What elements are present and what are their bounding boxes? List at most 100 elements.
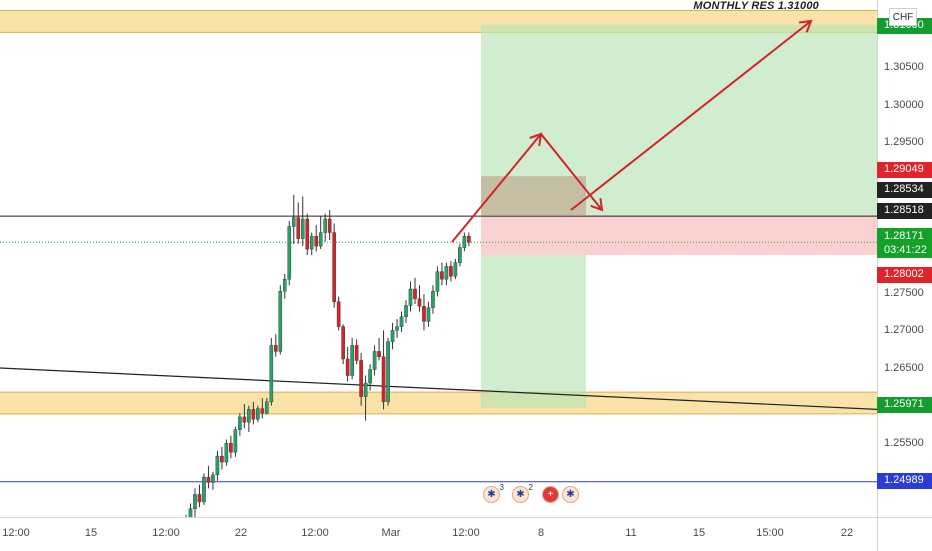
candle-body <box>296 217 301 239</box>
candle-body <box>390 330 395 342</box>
candle-body <box>350 345 354 376</box>
time-tick-label: 12:00 <box>2 527 30 539</box>
arrow-head-down <box>590 197 604 212</box>
price-tick-label: 1.27500 <box>884 286 924 299</box>
chart-canvas[interactable] <box>0 0 877 517</box>
candle-body <box>467 236 471 243</box>
candle-body <box>363 382 368 397</box>
axis-corner <box>877 517 932 551</box>
candle-body <box>251 409 256 420</box>
currency-label[interactable]: CHF <box>889 8 917 26</box>
candle-body <box>202 476 206 503</box>
price-badge[interactable]: 1.28518 <box>877 203 932 219</box>
candle-body <box>408 288 413 306</box>
trend-line <box>0 367 877 410</box>
price-badge-value: 1.28534 <box>884 183 924 195</box>
candle-body <box>327 218 332 233</box>
candle-body <box>247 409 251 423</box>
candle-body <box>354 345 359 361</box>
candle-body <box>404 305 408 318</box>
swiss-flag-event-icon[interactable]: + <box>542 486 559 503</box>
candle-body <box>323 218 327 233</box>
candle-body <box>220 455 224 463</box>
candle-body <box>282 278 287 292</box>
candle-body <box>314 236 319 247</box>
candle-body <box>444 266 449 280</box>
time-tick-label: 12:00 <box>152 527 180 539</box>
price-badge-value: 1.28518 <box>884 204 924 216</box>
candle-body <box>453 262 458 277</box>
price-badge[interactable]: 1.28534 <box>877 182 932 198</box>
candle-body <box>399 316 404 327</box>
candle-body <box>341 326 345 360</box>
candle-body <box>377 351 381 357</box>
candle-body <box>417 298 422 307</box>
position-profit-zone <box>481 24 877 215</box>
candle-body <box>305 218 310 250</box>
candle-body <box>359 360 363 397</box>
uk-flag-event-icon[interactable]: ✱ 2 <box>512 483 533 503</box>
candle-body <box>260 408 265 414</box>
time-axis[interactable]: 12:00 15 12:00 22 12:00 Mar 12:00 8 11 15 15:00 22 <box>0 517 877 551</box>
candle-body <box>458 247 462 263</box>
arrow-head-up <box>529 132 543 147</box>
price-axis[interactable]: 1.30500 1.30000 1.29500 1.27500 1.27000 1.265… <box>877 0 932 517</box>
uk-flag-event-icon[interactable]: ✱ 3 <box>483 483 504 503</box>
candle-body <box>372 351 377 370</box>
candle-body <box>188 508 193 517</box>
time-tick-label: 15:00 <box>756 527 784 539</box>
candle-body <box>386 341 390 403</box>
candle-body <box>395 326 399 331</box>
monthly-resistance-annotation: MONTHLY RES 1.31000 <box>693 0 819 12</box>
candle-body <box>449 266 453 277</box>
price-tick-label: 1.30500 <box>884 60 924 73</box>
candle-body <box>462 236 467 248</box>
price-badge-value: 1.25971 <box>884 398 924 410</box>
arrow-head-target <box>798 19 813 33</box>
candle-body <box>197 494 202 503</box>
price-badge[interactable]: 1.28171 03:41:22 <box>877 228 932 258</box>
candle-body <box>224 443 229 463</box>
second-position-zone <box>481 254 586 408</box>
time-tick-label: 12:00 <box>301 527 329 539</box>
candle-body <box>309 236 314 250</box>
candle-body <box>345 358 350 376</box>
candle-body <box>193 494 197 509</box>
price-badge-value: 1.28171 <box>884 230 924 242</box>
price-tick-label: 1.26500 <box>884 361 924 374</box>
event-count: 2 <box>528 483 533 492</box>
price-badge[interactable]: 1.24989 <box>877 473 932 489</box>
support-zone <box>0 392 877 414</box>
candle-body <box>413 288 417 299</box>
time-tick-label: Mar <box>381 527 401 539</box>
candle-body <box>287 226 292 280</box>
time-tick-label: 15 <box>692 527 706 539</box>
price-tick-label: 1.30000 <box>884 98 924 111</box>
price-tick-label: 1.29500 <box>884 136 924 149</box>
event-count: 3 <box>499 483 504 492</box>
price-badge[interactable]: 1.29049 <box>877 162 932 178</box>
candle-body <box>435 271 440 292</box>
price-badge-value: 1.28002 <box>884 268 924 280</box>
position-stop-zone <box>481 214 877 255</box>
plot-area[interactable]: MONTHLY RES 1.31000 <box>0 0 877 517</box>
price-tick-label: 1.25500 <box>884 437 924 450</box>
time-tick-label: 22 <box>840 527 854 539</box>
candle-body <box>291 217 296 227</box>
candle-body <box>278 291 283 352</box>
candle-body <box>336 301 341 327</box>
time-tick-label: 15 <box>84 527 98 539</box>
candle-body <box>229 443 233 453</box>
countdown-timer: 03:41:22 <box>884 244 927 256</box>
candle-body <box>422 306 426 322</box>
candle-body <box>300 218 305 239</box>
candle-body <box>274 345 278 352</box>
candle-body <box>238 416 242 430</box>
candle-body <box>318 232 323 247</box>
candle-body <box>265 401 269 414</box>
price-badge[interactable]: 1.28002 <box>877 267 932 283</box>
candle-body <box>368 369 372 384</box>
uk-flag-event-icon[interactable]: ✱ <box>562 486 579 503</box>
price-badge[interactable]: 1.25971 <box>877 397 932 413</box>
time-tick-label: 12:00 <box>452 527 480 539</box>
